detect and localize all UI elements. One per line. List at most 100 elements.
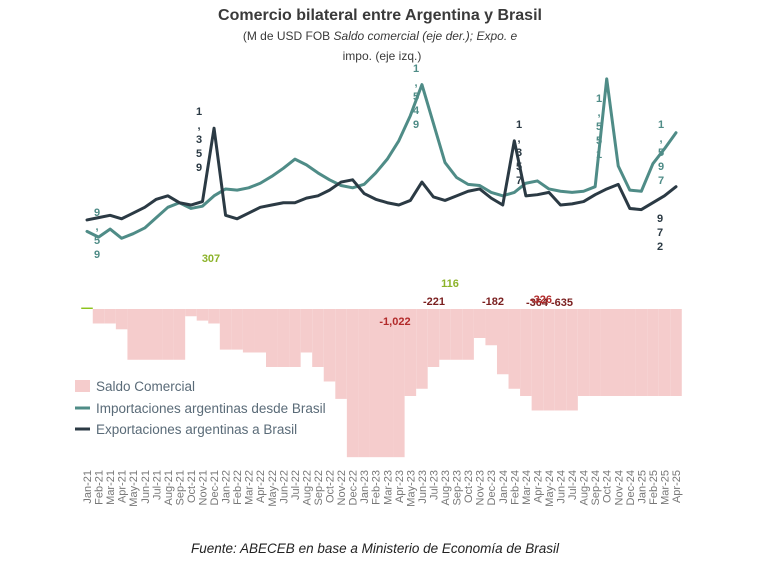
bar-saldo-Feb-23 [369, 309, 382, 458]
x-tick-Apr-22: Apr-22 [255, 470, 267, 503]
x-tick-Dec-23: Dec-23 [486, 470, 498, 505]
bar-saldo-May-22 [266, 309, 278, 367]
x-tick-Jan-25: Jan-25 [636, 470, 648, 504]
x-tick-Feb-22: Feb-22 [232, 470, 244, 505]
bar-saldo-Apr-24 [531, 309, 544, 411]
x-tick-Sep-22: Sep-22 [313, 470, 325, 505]
bar-saldo-Feb-21 [92, 309, 105, 324]
bar-saldo-Feb-25 [647, 309, 659, 396]
x-tick-Nov-21: Nov-21 [197, 470, 209, 505]
bar-saldo-Aug-21 [162, 309, 174, 360]
x-tick-Feb-25: Feb-25 [648, 470, 660, 505]
x-tick-Dec-22: Dec-22 [348, 470, 360, 505]
bar-saldo-Aug-22 [300, 309, 313, 353]
bar-saldo-Jun-21 [138, 309, 151, 360]
x-tick-Aug-22: Aug-22 [301, 470, 313, 505]
chart-subtitle-prefix: (M de USD FOB [243, 29, 334, 43]
x-tick-Sep-24: Sep-24 [590, 470, 602, 505]
bar-saldo-Sep-23 [450, 309, 463, 360]
x-tick-Nov-23: Nov-23 [475, 470, 487, 505]
x-tick-May-24: May-24 [544, 470, 556, 507]
bar-saldo-Jan-21 [81, 307, 93, 309]
bar-saldo-Apr-25 [670, 309, 682, 396]
bar-saldo-Dec-21 [208, 309, 220, 324]
x-tick-Jun-22: Jun-22 [278, 470, 290, 504]
x-tick-May-23: May-23 [405, 470, 417, 507]
bar-saldo-Jun-22 [277, 309, 290, 367]
bar-saldo-Feb-24 [508, 309, 521, 389]
x-tick-Mar-22: Mar-22 [244, 470, 256, 505]
bar-saldo-Oct-21 [185, 309, 197, 317]
chart-subtitle-line2: impo. (eje izq.) [343, 49, 422, 63]
x-tick-Apr-21: Apr-21 [117, 470, 129, 503]
legend-label-saldo: Saldo Comercial [96, 379, 195, 394]
x-tick-Dec-24: Dec-24 [625, 470, 637, 505]
x-tick-Feb-21: Feb-21 [94, 470, 106, 505]
bar-saldo-Sep-24 [589, 309, 601, 396]
bar-saldo-Nov-22 [335, 309, 347, 399]
bar-saldo-Jan-22 [219, 309, 232, 350]
x-tick-Oct-21: Oct-21 [186, 470, 198, 503]
bar-saldo-May-21 [127, 309, 139, 360]
bar-saldo-Mar-25 [658, 309, 671, 396]
x-tick-Jan-22: Jan-22 [221, 470, 233, 504]
x-tick-Jun-23: Jun-23 [417, 470, 429, 504]
x-tick-Feb-24: Feb-24 [509, 470, 521, 505]
bar-saldo-Mar-23 [381, 309, 394, 458]
bar-saldo-Oct-24 [600, 309, 613, 396]
x-tick-Jul-21: Jul-21 [151, 470, 163, 500]
bar-label-apr-2024: -364 [526, 297, 549, 309]
x-tick-Mar-23: Mar-23 [382, 470, 394, 505]
x-tick-Oct-22: Oct-22 [325, 470, 337, 503]
x-tick-May-21: May-21 [128, 470, 140, 507]
bar-saldo-Jun-24 [554, 309, 567, 411]
x-tick-Sep-21: Sep-21 [174, 470, 186, 505]
bar-saldo-Mar-21 [104, 309, 116, 324]
legend-swatch-saldo [75, 380, 90, 392]
bar-saldo-Jan-23 [358, 309, 370, 458]
bar-saldo-Jul-24 [566, 309, 578, 411]
x-tick-Mar-21: Mar-21 [105, 470, 117, 505]
bar-saldo-Nov-21 [196, 309, 209, 321]
legend-label-importaciones: Importaciones argentinas desde Brasil [96, 401, 326, 416]
bar-saldo-Sep-22 [312, 309, 324, 367]
bar-saldo-Dec-22 [346, 309, 359, 458]
x-tick-Nov-22: Nov-22 [336, 470, 348, 505]
bar-saldo-May-23 [404, 309, 417, 396]
line-importaciones [85, 77, 678, 240]
bar-saldo-Jun-23 [416, 309, 428, 389]
chart-source: Fuente: ABECEB en base a Ministerio de E… [191, 541, 560, 556]
x-tick-Sep-23: Sep-23 [452, 470, 464, 505]
bar-label-max-2023: 116 [441, 278, 459, 290]
bars-layer [81, 307, 682, 458]
bar-label-min-2023: -1,022 [379, 316, 410, 328]
bar-saldo-Apr-22 [254, 309, 267, 353]
bar-saldo-Oct-23 [462, 309, 474, 360]
chart-subtitle-italic: Saldo comercial (eje der.); Expo. e [334, 29, 518, 43]
labels-layer: 307 116 -1,022 -221 -182 -364-326-635 1, 3 5 9 1, 5… [94, 63, 664, 328]
x-tick-Apr-24: Apr-24 [532, 470, 544, 503]
bar-saldo-Aug-23 [439, 309, 451, 360]
legend: Saldo Comercial Importaciones argentinas… [75, 379, 326, 437]
x-tick-Jul-23: Jul-23 [428, 470, 440, 500]
bar-label-may-2024: -326 [530, 294, 552, 306]
bar-saldo-Jan-25 [635, 309, 648, 396]
x-tick-Jul-24: Jul-24 [567, 470, 579, 500]
x-tick-Aug-24: Aug-24 [579, 470, 591, 505]
line-exportaciones [85, 126, 678, 222]
bar-saldo-Jul-21 [150, 309, 163, 360]
x-tick-Oct-23: Oct-23 [463, 470, 475, 503]
x-tick-Nov-24: Nov-24 [613, 470, 625, 505]
bar-saldo-May-24 [543, 309, 555, 411]
x-tick-Mar-25: Mar-25 [659, 470, 671, 505]
x-tick-Mar-24: Mar-24 [521, 470, 533, 505]
bar-saldo-Jul-22 [289, 309, 301, 367]
bar-label-sep-2023: -221 [423, 296, 445, 308]
bar-saldo-Jan-24 [496, 309, 509, 375]
bar-saldo-Dec-24 [624, 309, 636, 396]
x-tick-Jan-21: Jan-21 [82, 470, 94, 504]
